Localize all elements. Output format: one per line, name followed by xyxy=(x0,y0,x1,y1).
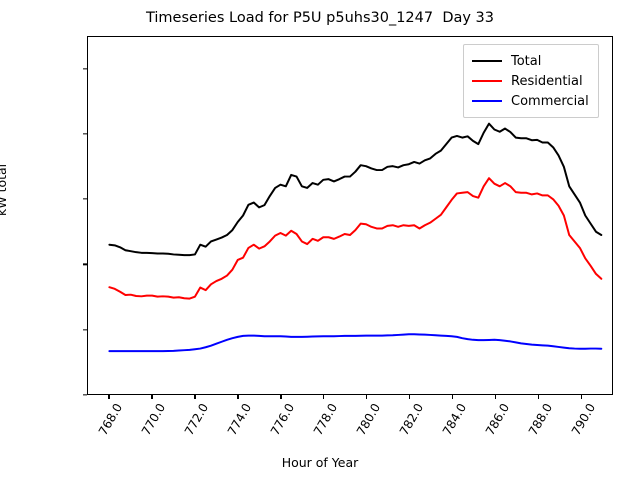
x-axis-label: Hour of Year xyxy=(281,455,359,470)
x-tick-mark xyxy=(237,395,239,399)
x-tick-label: 768.0 xyxy=(96,401,126,438)
plot-lines xyxy=(108,122,603,353)
x-tick-label: 784.0 xyxy=(439,401,470,438)
y-tick-mark xyxy=(83,263,87,266)
x-tick-label: 772.0 xyxy=(182,401,212,438)
y-tick-mark xyxy=(83,67,87,70)
chart-legend: Total Residential Commercial xyxy=(463,44,599,118)
x-tick-label: 774.0 xyxy=(225,401,255,438)
x-tick-mark xyxy=(151,395,153,399)
x-tick-mark xyxy=(409,395,411,399)
x-tick-label: 780.0 xyxy=(353,401,384,438)
legend-item-total[interactable]: Total xyxy=(472,51,589,71)
series-line-commercial xyxy=(108,333,603,353)
x-tick-mark xyxy=(323,395,325,399)
x-tick-mark xyxy=(366,395,368,399)
x-tick-label: 782.0 xyxy=(396,401,427,438)
y-axis-label: kW total xyxy=(0,163,9,216)
legend-item-residential[interactable]: Residential xyxy=(472,71,589,91)
x-tick-mark xyxy=(537,395,540,399)
x-tick-label: 790.0 xyxy=(568,401,598,438)
x-tick-label: 786.0 xyxy=(482,401,513,438)
x-tick-label: 778.0 xyxy=(310,401,341,438)
x-tick-label: 770.0 xyxy=(139,401,169,438)
x-tick-mark xyxy=(194,395,196,399)
x-tick-mark xyxy=(580,395,583,399)
chart-title: Timeseries Load for P5U p5uhs30_1247 Day… xyxy=(145,10,495,26)
legend-swatch-icon xyxy=(472,59,502,63)
x-tick-mark xyxy=(108,395,110,399)
series-line-residential xyxy=(108,177,603,300)
x-tick-label: 776.0 xyxy=(268,401,298,438)
legend-item-commercial[interactable]: Commercial xyxy=(472,91,589,111)
y-tick-mark xyxy=(83,133,87,135)
y-tick-mark xyxy=(83,394,87,396)
x-tick-label: 788.0 xyxy=(525,401,555,438)
legend-label: Residential xyxy=(511,73,583,89)
legend-swatch-icon xyxy=(472,99,502,103)
series-line-total xyxy=(108,122,603,257)
legend-label: Commercial xyxy=(511,93,589,109)
x-tick-mark xyxy=(494,395,497,399)
legend-swatch-icon xyxy=(472,79,502,83)
x-tick-mark xyxy=(451,395,454,399)
y-tick-mark xyxy=(83,198,87,200)
x-tick-mark xyxy=(280,395,282,399)
y-tick-mark xyxy=(83,329,87,331)
legend-label: Total xyxy=(511,53,542,69)
